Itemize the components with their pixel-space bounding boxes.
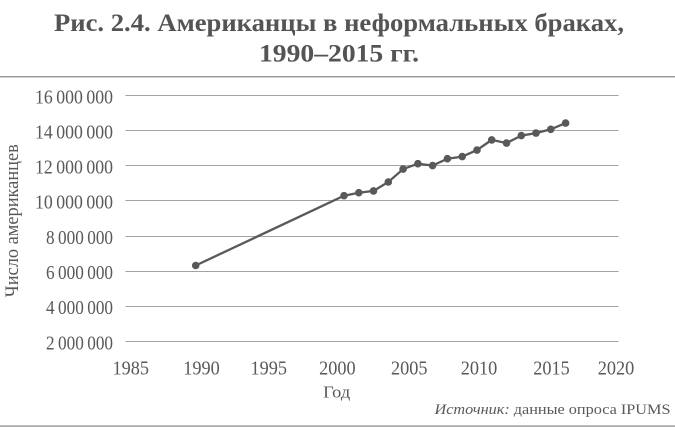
svg-text:1985: 1985 xyxy=(112,358,149,380)
svg-text:14 000 000: 14 000 000 xyxy=(35,121,113,143)
svg-text:2 000 000: 2 000 000 xyxy=(46,332,113,354)
svg-text:2000: 2000 xyxy=(319,358,356,380)
svg-text:Рис. 2.4. Американцы в неформа: Рис. 2.4. Американцы в неформальных брак… xyxy=(54,10,624,37)
svg-text:2005: 2005 xyxy=(391,358,428,380)
svg-text:2010: 2010 xyxy=(461,358,498,380)
svg-text:1995: 1995 xyxy=(250,358,287,380)
svg-text:2015: 2015 xyxy=(533,358,570,380)
svg-text:Источник: данные опроса IPUMS: Источник: данные опроса IPUMS xyxy=(433,402,670,418)
svg-text:8 000 000: 8 000 000 xyxy=(46,227,113,249)
svg-text:1990: 1990 xyxy=(183,358,220,380)
svg-text:16 000 000: 16 000 000 xyxy=(35,86,113,108)
svg-text:1990–2015 гг.: 1990–2015 гг. xyxy=(259,41,419,68)
svg-text:6 000 000: 6 000 000 xyxy=(46,262,113,284)
svg-text:Число американцев: Число американцев xyxy=(2,144,23,297)
svg-text:10 000 000: 10 000 000 xyxy=(35,192,113,214)
svg-text:4 000 000: 4 000 000 xyxy=(46,297,113,319)
svg-text:2020: 2020 xyxy=(598,358,635,380)
svg-text:12 000 000: 12 000 000 xyxy=(35,157,113,179)
svg-text:Год: Год xyxy=(323,382,351,401)
